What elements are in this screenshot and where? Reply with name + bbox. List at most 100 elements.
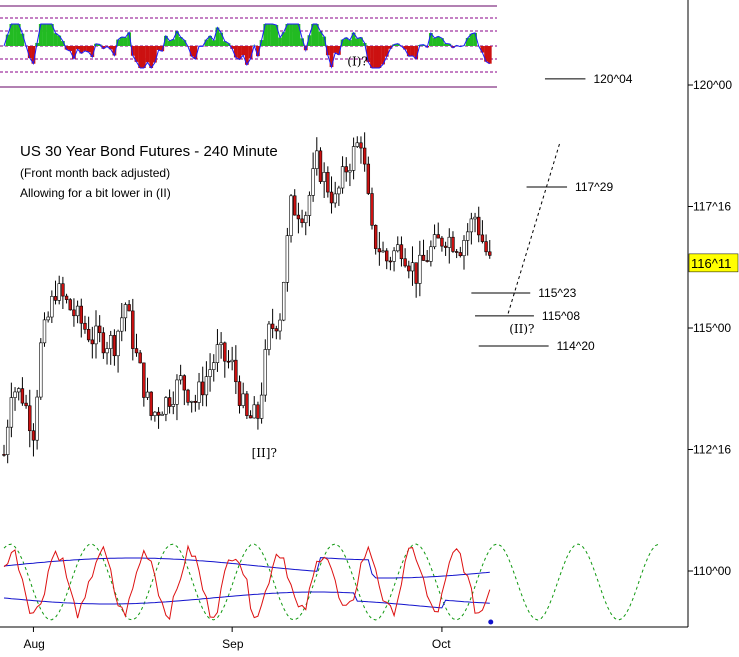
candle-body xyxy=(392,250,396,262)
oscillator-bar xyxy=(377,46,382,68)
price-candles xyxy=(2,132,492,464)
y-tick-label: 115^00 xyxy=(693,321,731,335)
candle-body xyxy=(9,397,14,428)
candle-body xyxy=(477,216,481,236)
oscillator-bar xyxy=(241,46,246,56)
candle-body xyxy=(385,250,389,262)
current-price-label: 116^11 xyxy=(691,256,731,271)
candle-body xyxy=(362,147,367,165)
candle-body xyxy=(447,236,451,248)
oscillator-bar xyxy=(112,46,117,56)
candle-body xyxy=(337,187,341,195)
candle-body xyxy=(256,404,260,419)
oscillator-bar xyxy=(175,31,179,46)
candle-body xyxy=(373,224,378,249)
candle-body xyxy=(201,381,205,396)
candle-body xyxy=(414,262,418,284)
oscillator-bar xyxy=(395,43,400,46)
oscillator-bar xyxy=(443,43,448,46)
x-tick-label: Sep xyxy=(222,637,244,651)
price-cycle-line xyxy=(3,544,491,621)
candle-body xyxy=(68,299,72,311)
oscillator-bar xyxy=(322,36,327,46)
oscillator-bar xyxy=(27,46,32,59)
level-label: 114^20 xyxy=(557,339,595,353)
oscillator-bar xyxy=(256,46,260,57)
candle-body xyxy=(270,323,275,329)
oscillator-bar xyxy=(300,38,304,46)
candle-body xyxy=(429,246,433,262)
oscillator-bar xyxy=(38,24,43,46)
oscillator-bar xyxy=(336,46,341,55)
candle-body xyxy=(304,215,308,224)
oscillator-bar xyxy=(16,24,21,46)
cycle-marker-dot xyxy=(488,619,494,625)
candle-body xyxy=(123,304,128,319)
oscillator-bar xyxy=(325,46,330,56)
oscillator-bar xyxy=(123,37,128,46)
annotations: US 30 Year Bond Futures - 240 Minute (Fr… xyxy=(20,143,278,200)
level-label: 120^04 xyxy=(593,72,632,86)
candle-body xyxy=(5,426,10,455)
wave-label: (I)? xyxy=(347,55,368,69)
candle-body xyxy=(167,397,172,407)
oscillator-bar xyxy=(167,40,172,46)
candle-body xyxy=(381,250,385,253)
candle-body xyxy=(35,396,39,441)
oscillator-bar xyxy=(97,44,102,46)
oscillator-bar xyxy=(20,33,25,46)
candle-body xyxy=(348,170,352,173)
candle-body xyxy=(219,342,223,345)
oscillator-bar xyxy=(414,46,419,59)
oscillator-bar xyxy=(178,36,183,46)
oscillator-bar xyxy=(60,41,65,46)
candle-body xyxy=(274,328,279,332)
candle-body xyxy=(296,214,301,220)
candle-body xyxy=(333,193,337,204)
oscillator-bar xyxy=(101,46,106,49)
oscillator-bar xyxy=(384,46,389,57)
candle-body xyxy=(79,305,83,324)
candle-body xyxy=(248,415,253,419)
candle-body xyxy=(94,325,98,345)
oscillator-bar xyxy=(436,36,441,46)
oscillator-bar xyxy=(75,46,80,50)
oscillator-bar xyxy=(314,24,319,46)
candle-body xyxy=(64,295,69,300)
oscillator-bar xyxy=(141,46,146,68)
candle-body xyxy=(234,359,238,383)
candle-body xyxy=(156,411,161,416)
candle-body xyxy=(186,389,190,403)
oscillator-bar xyxy=(86,46,91,53)
oscillator-bar xyxy=(237,46,242,60)
candle-body xyxy=(61,283,65,297)
oscillator-bar xyxy=(46,24,51,46)
oscillator-bar xyxy=(5,34,10,46)
oscillator-bar xyxy=(149,46,154,68)
oscillator-bar xyxy=(465,37,470,46)
chart-title: US 30 Year Bond Futures - 240 Minute xyxy=(20,143,278,160)
candle-body xyxy=(351,146,356,171)
oscillator-bar xyxy=(108,46,113,50)
oscillator-bar xyxy=(263,24,268,46)
oscillator-bar xyxy=(145,46,150,63)
oscillator-bar xyxy=(230,46,235,49)
candle-body xyxy=(278,319,282,332)
candle-body xyxy=(396,244,400,252)
candle-body xyxy=(109,335,113,349)
oscillator-bar xyxy=(274,24,279,46)
level-label: 117^29 xyxy=(575,180,613,194)
oscillator-bar xyxy=(351,32,356,46)
oscillator-bar xyxy=(333,46,338,53)
oscillator-bar xyxy=(204,39,209,46)
candle-body xyxy=(142,362,146,398)
candle-body xyxy=(13,391,17,398)
oscillator-bar xyxy=(226,43,231,46)
candle-body xyxy=(72,309,76,317)
candle-body xyxy=(42,319,47,344)
candle-body xyxy=(208,369,212,377)
candle-body xyxy=(53,296,58,301)
oscillator-bar xyxy=(392,44,396,46)
candle-body xyxy=(131,310,135,349)
